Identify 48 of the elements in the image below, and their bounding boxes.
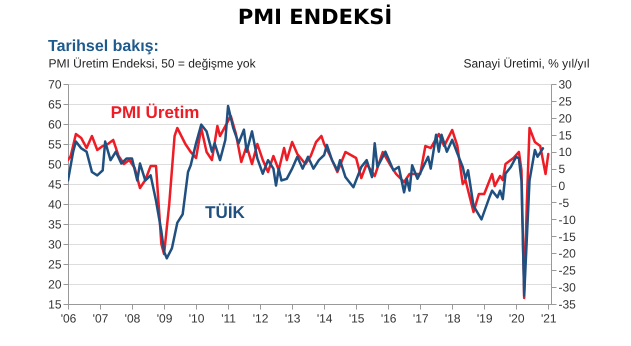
y2-tick-label: 10	[558, 145, 572, 160]
x-tick-label: '13	[284, 312, 301, 326]
y2-tick-label: 20	[558, 111, 572, 126]
y2-tick-label: -30	[558, 280, 576, 295]
x-tick-label: '20	[508, 312, 525, 326]
x-tick-label: '11	[221, 312, 236, 326]
x-tick-label: '17	[412, 312, 429, 326]
y-tick-label: 30	[48, 238, 62, 252]
y2-tick-label: 25	[558, 94, 572, 108]
y2-tick-label: 15	[558, 128, 572, 142]
y-tick-label: 15	[48, 298, 62, 312]
y2-tick-label: 5	[558, 162, 566, 176]
x-tick-label: '14	[316, 312, 333, 326]
x-tick-label: '07	[92, 312, 109, 326]
x-tick-label: '19	[476, 312, 493, 326]
y2-axis-title: Sanayi Üretimi, % yıl/yıl	[463, 56, 590, 70]
y2-tick-label: -20	[558, 246, 576, 261]
y-axis-title: PMI Üretim Endeksi, 50 = değişme yok	[48, 56, 257, 70]
x-tick-label: '08	[124, 312, 141, 326]
chart-subtitle: Tarihsel bakış:	[48, 38, 159, 55]
series-label: TÜİK	[205, 203, 246, 222]
x-tick-label: '15	[348, 312, 365, 326]
y-tick-label: 50	[48, 158, 62, 172]
y2-tick-label: -10	[558, 212, 576, 227]
series-label: PMI Üretim	[110, 103, 200, 122]
y-tick-label: 45	[48, 178, 62, 192]
y2-tick-label: -5	[558, 196, 570, 210]
y-tick-label: 55	[48, 138, 62, 152]
y-tick-label: 35	[48, 218, 62, 232]
y2-tick-label: 30	[558, 78, 572, 92]
x-tick-label: '18	[444, 312, 461, 326]
y-tick-label: 25	[48, 258, 62, 272]
y-tick-label: 20	[48, 278, 62, 292]
chart-title: PMI ENDEKSİ	[238, 4, 392, 29]
y2-tick-label: -15	[558, 230, 576, 244]
y2-tick-label: -25	[558, 264, 576, 278]
x-tick-label: '06	[60, 312, 77, 326]
x-tick-label: '21	[540, 312, 557, 326]
y-tick-label: 70	[48, 78, 62, 92]
y2-tick-label: 0	[558, 179, 566, 194]
y-tick-label: 40	[48, 198, 62, 212]
x-tick-label: '09	[156, 312, 173, 326]
y2-tick-label: -35	[558, 298, 576, 312]
x-tick-label: '12	[252, 312, 269, 326]
x-tick-label: '10	[188, 312, 205, 326]
y-tick-label: 60	[48, 118, 62, 132]
x-tick-label: '16	[380, 312, 397, 326]
y-tick-label: 65	[48, 98, 62, 112]
